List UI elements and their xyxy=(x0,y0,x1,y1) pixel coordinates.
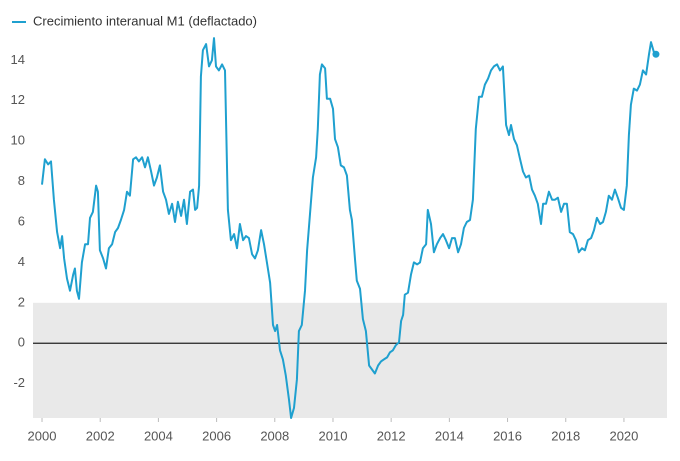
x-tick-label: 2018 xyxy=(551,428,580,443)
y-tick-label: 4 xyxy=(18,254,25,269)
y-tick-label: 6 xyxy=(18,213,25,228)
x-tick-label: 2010 xyxy=(319,428,348,443)
x-tick-label: 2008 xyxy=(260,428,289,443)
legend-label: Crecimiento interanual M1 (deflactado) xyxy=(33,13,257,28)
x-tick-label: 2016 xyxy=(493,428,522,443)
x-tick-label: 2014 xyxy=(435,428,464,443)
y-tick-label: 2 xyxy=(18,294,25,309)
x-tick-label: 2004 xyxy=(144,428,173,443)
x-tick-label: 2012 xyxy=(377,428,406,443)
y-tick-label: 0 xyxy=(18,335,25,350)
y-tick-label: -2 xyxy=(13,375,25,390)
y-tick-label: 10 xyxy=(11,133,25,148)
x-tick-label: 2000 xyxy=(28,428,57,443)
y-tick-label: 12 xyxy=(11,92,25,107)
x-tick-label: 2002 xyxy=(86,428,115,443)
x-tick-label: 2020 xyxy=(609,428,638,443)
end-marker xyxy=(652,50,660,58)
y-tick-label: 14 xyxy=(11,52,25,67)
y-tick-label: 8 xyxy=(18,173,25,188)
data-line xyxy=(41,37,657,419)
x-tick-label: 2006 xyxy=(202,428,231,443)
shaded-band xyxy=(33,302,667,418)
